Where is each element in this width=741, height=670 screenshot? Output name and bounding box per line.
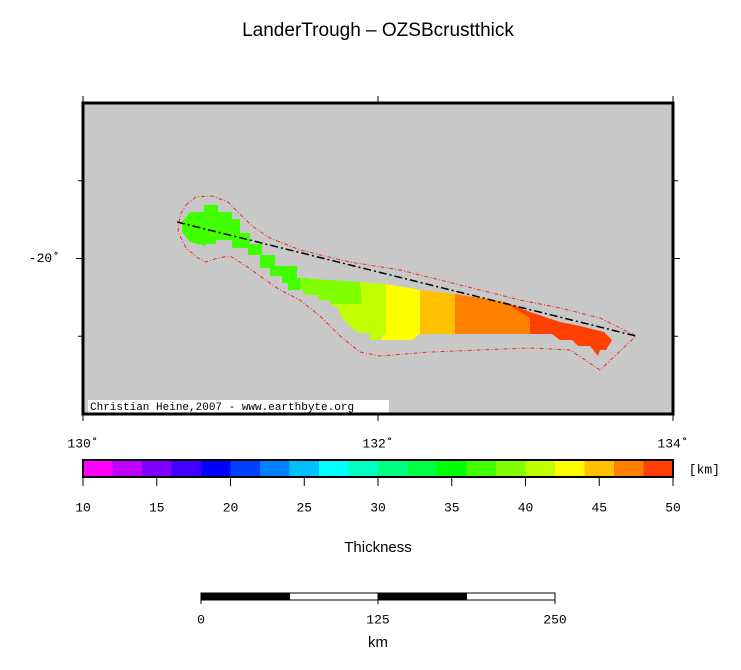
colorbar-segment — [230, 460, 261, 477]
colorbar-segment — [466, 460, 497, 477]
colorbar-segment — [437, 460, 467, 477]
colorbar-tick-label: 10 — [75, 500, 91, 515]
scalebar-segment — [289, 592, 379, 601]
colorbar-segment — [171, 460, 202, 477]
scalebar-tick-label: 250 — [543, 612, 566, 627]
colorbar-segment — [142, 460, 172, 477]
y-tick-label: -20˚ — [29, 251, 60, 266]
credit: Christian Heine,2007 - www.earthbyte.org — [90, 402, 354, 414]
colorbar-label: Thickness — [344, 539, 412, 556]
scalebar-tick-label: 0 — [197, 612, 205, 627]
colorbar-segment — [584, 460, 615, 477]
colorbar-segment — [319, 460, 349, 477]
profile-line — [176, 221, 637, 337]
colorbar-segment — [112, 460, 143, 477]
colorbar-segment — [407, 460, 438, 477]
title: LanderTrough – OZSBcrustthick — [242, 20, 514, 41]
thickness-raster — [182, 205, 612, 356]
colorbar-tick-label: 25 — [296, 500, 312, 515]
colorbar-segment — [378, 460, 408, 477]
colorbar-segment — [525, 460, 556, 477]
colorbar-tick-label: 45 — [591, 500, 607, 515]
scalebar-segment — [377, 592, 467, 601]
colorbar-tick-label: 50 — [665, 500, 681, 515]
colorbar-segment — [555, 460, 585, 477]
colorbar-tick-label: 35 — [444, 500, 460, 515]
scalebar-label: km — [368, 634, 388, 651]
colorbar-segment — [83, 460, 113, 477]
colorbar-segment — [643, 460, 674, 477]
map-background — [83, 103, 673, 414]
x-tick-label: 130˚ — [67, 436, 98, 451]
x-tick-label: 132˚ — [362, 436, 393, 451]
colorbar-tick-label: 15 — [149, 500, 165, 515]
colorbar-segment — [260, 460, 290, 477]
colorbar-tick-label: 20 — [223, 500, 239, 515]
credit-box — [88, 400, 389, 414]
colorbar-segment — [614, 460, 644, 477]
x-tick-label: 134˚ — [657, 436, 688, 451]
scalebar-tick-label: 125 — [366, 612, 389, 627]
colorbar-segment — [496, 460, 526, 477]
scalebar-segment — [466, 592, 556, 601]
colorbar-segment — [289, 460, 320, 477]
colorbar-tick-label: 40 — [518, 500, 534, 515]
colorbar-unit: [km] — [689, 462, 720, 477]
boundary — [177, 195, 637, 371]
colorbar-segment — [348, 460, 379, 477]
scalebar-segment — [200, 592, 290, 601]
colorbar-tick-label: 30 — [370, 500, 386, 515]
colorbar-segment — [201, 460, 231, 477]
